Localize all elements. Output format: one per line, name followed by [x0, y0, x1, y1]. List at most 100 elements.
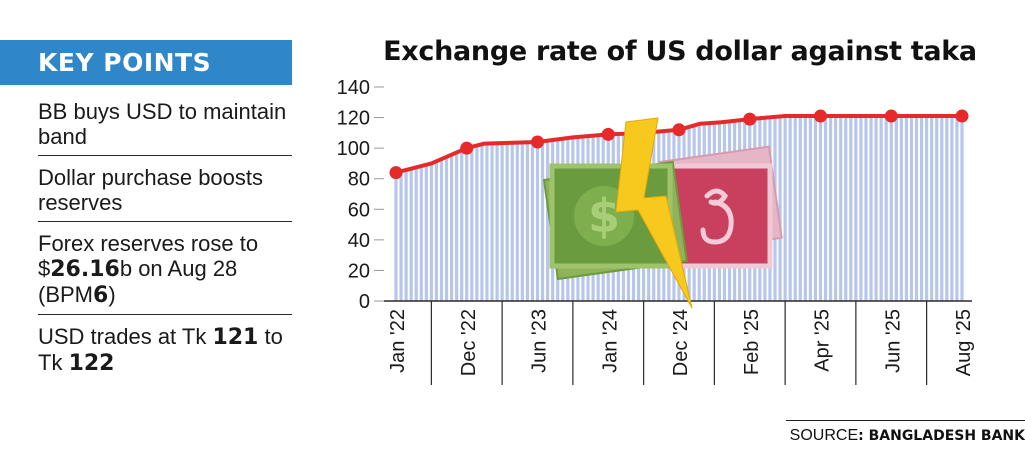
- rate-point: [743, 112, 757, 126]
- rate-point: [884, 109, 898, 123]
- y-tick-label: 60: [348, 199, 370, 221]
- fill-bar: [460, 150, 464, 301]
- fill-bar: [439, 159, 444, 301]
- fill-bar: [465, 148, 469, 301]
- fill-bar: [399, 171, 403, 301]
- key-point-figure: 6: [93, 283, 109, 308]
- key-point-item: USD trades at Tk 121 to Tk 122: [38, 324, 292, 382]
- x-tick-label: Dec '22: [458, 309, 480, 376]
- fill-bar: [919, 116, 924, 301]
- fill-bar: [414, 167, 418, 301]
- source-name: : BANGLADESH BANK: [858, 428, 1025, 444]
- key-point-text: USD trades at Tk: [38, 324, 213, 349]
- y-tick-label: 120: [337, 108, 370, 130]
- fill-bar: [869, 116, 873, 301]
- key-point-text: ): [108, 282, 116, 307]
- fill-bar: [950, 116, 954, 301]
- fill-bar: [525, 142, 529, 301]
- fill-bar: [859, 116, 863, 301]
- fill-bar: [813, 116, 818, 301]
- key-point-item: Forex reserves rose to $26.16b on Aug 28…: [38, 231, 292, 315]
- key-point-text: BB buys USD to maintain band: [38, 99, 287, 149]
- fill-bar: [444, 156, 449, 301]
- x-tick-label: Dec '24: [670, 309, 692, 376]
- fill-bar: [829, 116, 833, 301]
- fill-bar: [884, 116, 888, 301]
- fill-bar: [849, 116, 853, 301]
- fill-bar: [879, 116, 883, 301]
- key-points-header: KEY POINTS: [0, 40, 292, 85]
- dollar-symbol: $: [588, 189, 620, 243]
- y-tick-label: 140: [337, 77, 370, 99]
- fill-bar: [490, 143, 494, 301]
- y-tick-label: 0: [359, 291, 370, 313]
- fill-bar: [823, 116, 828, 301]
- fill-bar: [783, 116, 787, 301]
- fill-bar: [935, 116, 939, 301]
- fill-bar: [510, 142, 514, 301]
- y-tick-label: 20: [348, 260, 370, 282]
- fill-bar: [540, 141, 545, 301]
- exchange-rate-chart: 0 20 40 60 80 100 120 140 Jan '22 Dec '22 Jun '23 J…: [337, 77, 975, 385]
- fill-bar: [955, 116, 959, 301]
- key-point-text: to Tk: [38, 324, 283, 375]
- fill-bar: [429, 163, 433, 301]
- fill-bar: [404, 169, 408, 301]
- key-points-list: BB buys USD to maintain band Dollar purc…: [38, 99, 292, 391]
- taka-symbol: [700, 188, 734, 245]
- key-point-item: Dollar purchase boosts reserves: [38, 165, 292, 222]
- y-tick-label: 100: [337, 138, 370, 160]
- x-tick-label: Apr '25: [812, 309, 834, 372]
- fill-bar: [940, 116, 944, 301]
- chart-title: Exchange rate of US dollar against taka: [383, 36, 977, 67]
- y-tick-label: 80: [348, 169, 370, 191]
- fill-bar: [945, 116, 949, 301]
- key-point-figure: 122: [68, 351, 115, 376]
- fill-bar: [424, 164, 428, 301]
- fill-bar: [515, 142, 519, 301]
- fill-bar: [930, 116, 934, 301]
- fill-bar: [874, 116, 878, 301]
- fill-bar: [925, 116, 929, 301]
- fill-bar: [778, 116, 782, 302]
- x-tick-label: Jun '23: [529, 309, 551, 373]
- fill-bar: [818, 116, 823, 301]
- rate-point: [672, 123, 686, 137]
- fill-bar: [889, 116, 893, 301]
- fill-bar: [894, 116, 898, 301]
- fill-bar: [485, 143, 489, 301]
- banknote-illustration: $: [542, 117, 783, 309]
- fill-bar: [495, 143, 499, 301]
- fill-bar: [793, 116, 797, 301]
- fill-bar: [803, 116, 807, 301]
- fill-bar: [904, 116, 909, 301]
- fill-bar: [899, 116, 903, 301]
- fill-bar: [455, 152, 459, 301]
- fill-bar: [394, 172, 398, 301]
- key-point-figure: 121: [212, 325, 259, 350]
- fill-bar: [546, 140, 550, 301]
- x-tick-label: Jan '24: [599, 309, 621, 373]
- fill-bar: [844, 116, 848, 301]
- fill-bar: [434, 161, 439, 301]
- fill-bar: [409, 168, 413, 301]
- x-tick-label: Feb '25: [741, 309, 763, 375]
- fill-bar: [808, 116, 812, 301]
- fill-bar: [530, 142, 535, 301]
- fill-bar: [500, 143, 504, 301]
- fill-bar: [798, 116, 802, 301]
- fill-bar: [864, 116, 868, 301]
- rate-point: [955, 109, 969, 123]
- y-tick-label: 40: [348, 230, 370, 252]
- fill-bar: [475, 145, 479, 301]
- key-point-text: Forex reserves rose to $: [38, 231, 259, 281]
- fill-bar: [909, 116, 914, 301]
- rate-point: [460, 141, 474, 155]
- fill-bar: [449, 154, 454, 301]
- key-point-text: Dollar purchase boosts reserves: [38, 165, 264, 215]
- fill-bar: [470, 146, 474, 301]
- rate-point: [389, 166, 403, 180]
- fill-bar: [535, 142, 540, 301]
- key-point-text: b on Aug 28 (BPM: [38, 256, 238, 307]
- fill-bar: [480, 144, 484, 301]
